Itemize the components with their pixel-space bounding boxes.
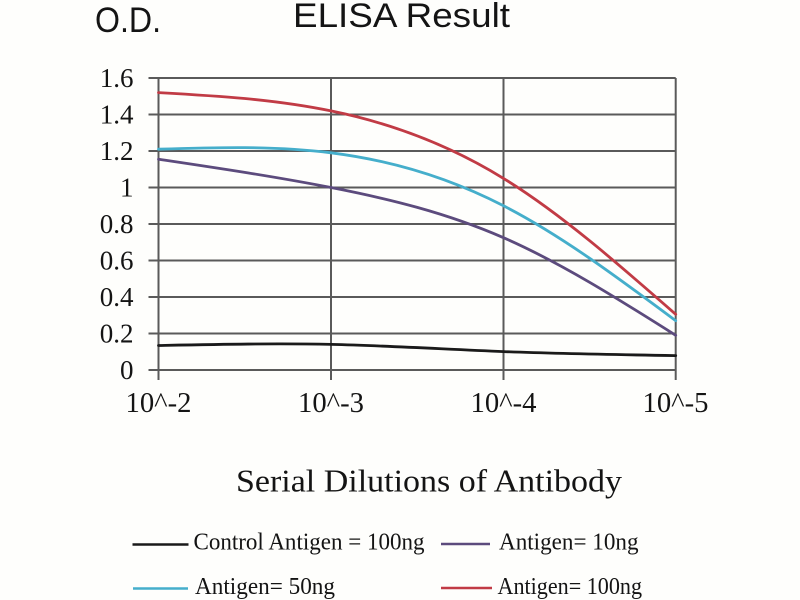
svg-text:0: 0: [120, 355, 134, 385]
svg-text:10^-2: 10^-2: [126, 387, 192, 419]
svg-text:Antigen= 100ng: Antigen= 100ng: [498, 574, 643, 600]
svg-text:0.4: 0.4: [100, 282, 134, 312]
svg-text:10^-4: 10^-4: [471, 387, 537, 419]
svg-text:1.4: 1.4: [100, 99, 134, 129]
svg-text:0.8: 0.8: [100, 209, 134, 239]
svg-text:10^-5: 10^-5: [643, 387, 709, 419]
svg-text:ELISA Result: ELISA Result: [293, 0, 511, 35]
svg-text:Serial Dilutions of Antibody: Serial Dilutions of Antibody: [236, 463, 622, 499]
svg-text:O.D.: O.D.: [95, 1, 161, 40]
svg-text:1.6: 1.6: [100, 63, 134, 93]
svg-text:1: 1: [120, 172, 134, 202]
svg-text:0.2: 0.2: [100, 318, 134, 348]
svg-text:Antigen= 10ng: Antigen= 10ng: [499, 530, 639, 556]
svg-text:10^-3: 10^-3: [298, 387, 364, 419]
svg-text:Antigen= 50ng: Antigen= 50ng: [195, 574, 335, 600]
svg-text:Control Antigen = 100ng: Control Antigen = 100ng: [194, 530, 425, 556]
svg-text:0.6: 0.6: [100, 245, 134, 275]
svg-text:1.2: 1.2: [100, 136, 134, 166]
